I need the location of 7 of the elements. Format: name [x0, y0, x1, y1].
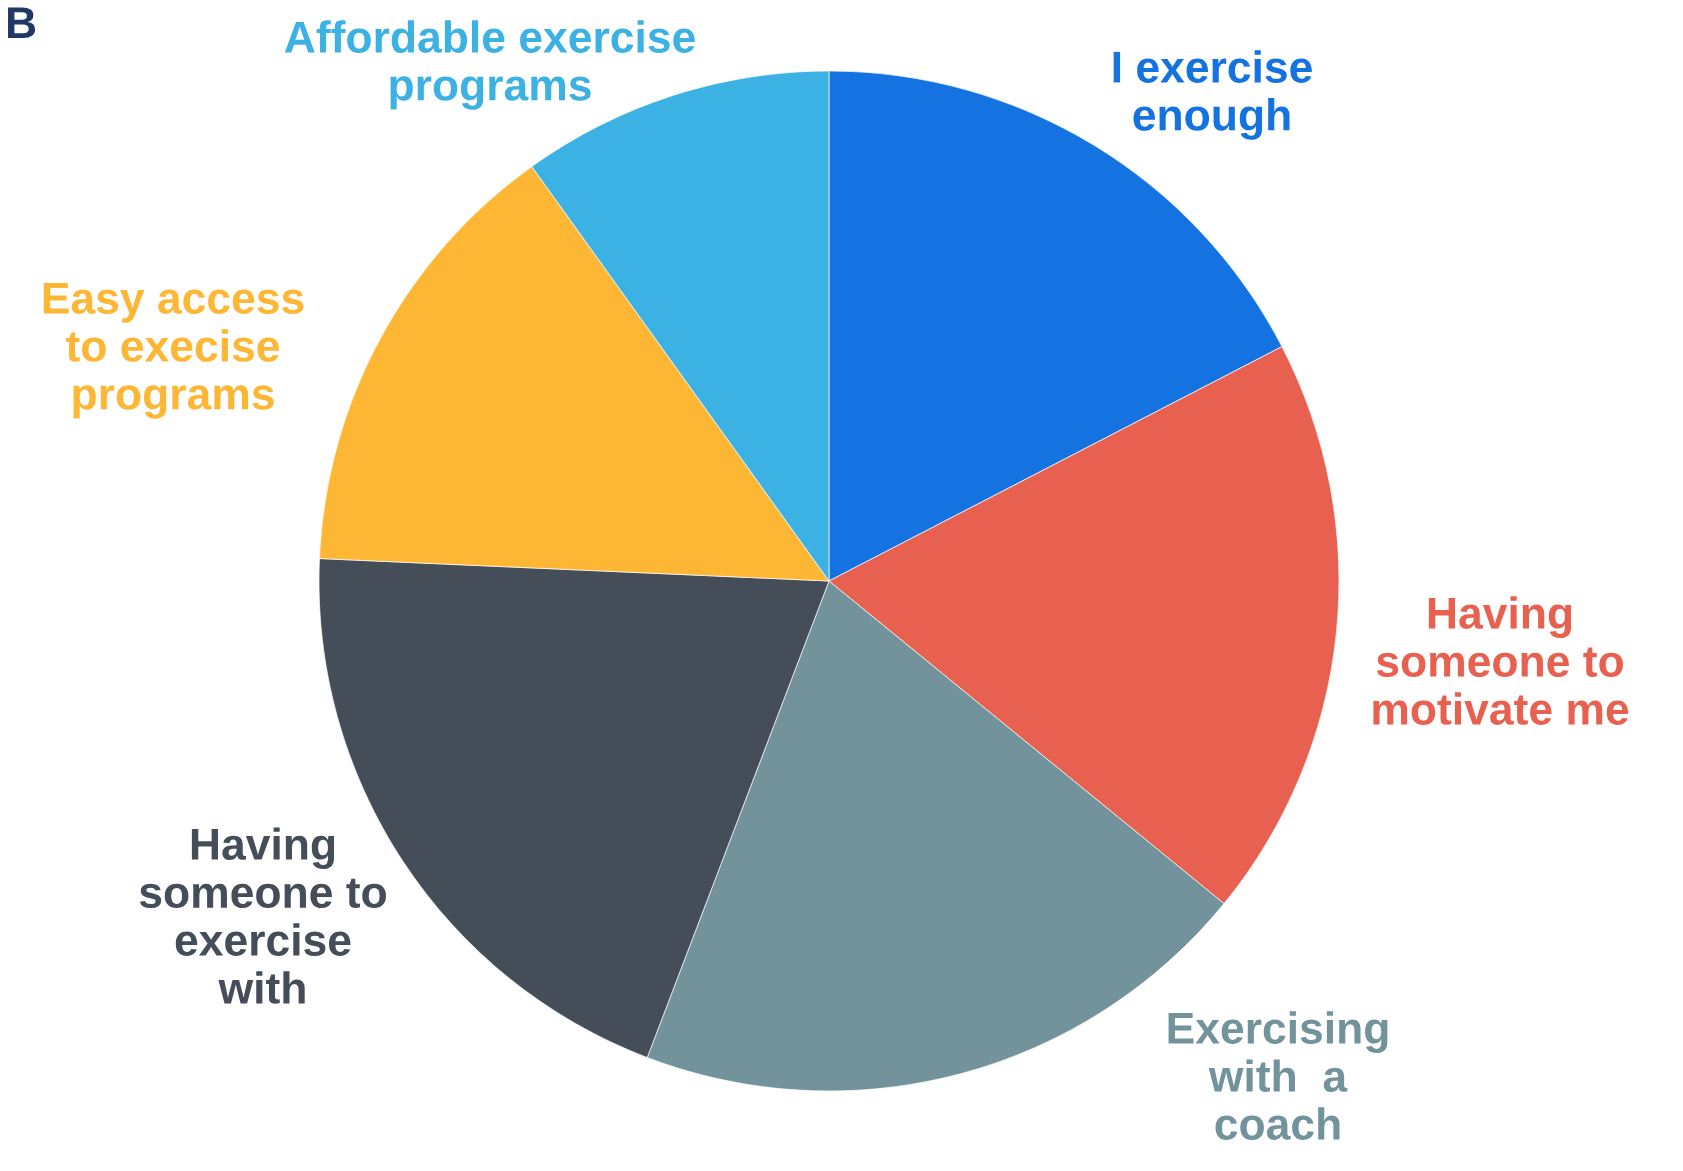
slice-label: Exercising with a coach	[1168, 1011, 1388, 1140]
slice-label: I exercise enough	[1113, 50, 1312, 140]
text: B	[8, 7, 36, 39]
slice-label: Having someone to motivate me	[1373, 596, 1629, 725]
slice-label: Affordable exercise programs	[284, 20, 695, 110]
slice-label: Having someone to exercise with	[139, 827, 386, 1004]
slice-label: Easy access to execise programs	[43, 282, 304, 419]
